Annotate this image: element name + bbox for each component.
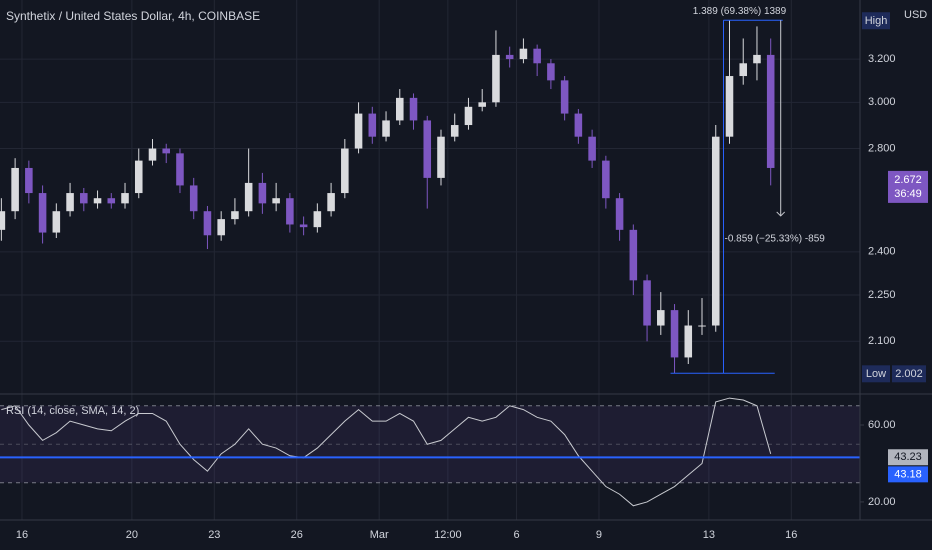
- y-tick-label: 2.250: [868, 289, 896, 301]
- rsi-sma-badge: [888, 466, 928, 483]
- x-tick-label: 16: [785, 529, 797, 541]
- measure-up-label: 1.389 (69.38%) 1389: [693, 6, 787, 17]
- candle-body: [395, 97, 404, 121]
- candle-body: [698, 325, 706, 327]
- candle-body: [66, 193, 74, 212]
- candle-body: [615, 198, 624, 230]
- candle-body: [492, 54, 500, 103]
- candle-body: [505, 54, 514, 60]
- candle-body: [162, 148, 171, 154]
- countdown: 36:49: [894, 188, 922, 200]
- candle-body: [588, 136, 596, 161]
- candle-body: [148, 148, 157, 161]
- last-price: 2.672: [894, 174, 922, 186]
- candle-body: [437, 136, 445, 178]
- x-tick-label: 9: [596, 529, 602, 541]
- candle-body: [341, 148, 349, 194]
- candle-body: [739, 63, 748, 77]
- chart-title: Synthetix / United States Dollar, 4h, CO…: [6, 9, 260, 23]
- rsi-sma: 43.18: [894, 468, 922, 480]
- candle-body: [560, 80, 569, 114]
- x-tick-label: 6: [513, 529, 519, 541]
- candle-body: [0, 211, 6, 230]
- rsi-label: RSI (14, close, SMA, 14, 2): [6, 405, 139, 417]
- low-badge: [862, 365, 890, 383]
- candle-body: [121, 193, 129, 204]
- candle-body: [38, 193, 47, 233]
- candle-body: [11, 167, 19, 212]
- x-tick-label: 13: [703, 529, 715, 541]
- measure-down-label: -0.859 (−25.33%) -859: [725, 234, 826, 245]
- candle-body: [382, 120, 390, 137]
- candle-body: [258, 182, 267, 204]
- x-tick-label: 20: [126, 529, 138, 541]
- candle-body: [643, 280, 651, 326]
- rsi-last-badge: [888, 449, 928, 466]
- candle-body: [519, 48, 528, 60]
- x-tick-label: 16: [16, 529, 28, 541]
- candle-body: [533, 48, 541, 64]
- rsi-band-fill: [0, 405, 860, 483]
- last-price-badge: [888, 170, 928, 203]
- candle-body: [80, 193, 88, 204]
- y-tick-label: 3.200: [868, 53, 896, 65]
- y-tick-label: 3.000: [868, 96, 896, 108]
- candle-body: [368, 113, 377, 137]
- candle-body: [684, 325, 693, 358]
- candle-body: [766, 54, 775, 168]
- candle-body: [629, 229, 638, 281]
- rsi-tick-label: 20.00: [868, 496, 896, 508]
- candle-body: [286, 198, 294, 225]
- candle-body: [299, 224, 308, 228]
- candle-body: [753, 54, 761, 64]
- candle-body: [25, 167, 33, 194]
- candle-body: [725, 76, 734, 137]
- candle-body: [423, 120, 432, 178]
- candle-body: [93, 198, 102, 204]
- x-tick-label: Mar: [370, 529, 389, 541]
- y-tick-label: 2.100: [868, 335, 896, 347]
- candle-body: [657, 310, 665, 326]
- candle-body: [203, 211, 212, 236]
- candle-body: [354, 113, 363, 149]
- candle-body: [134, 160, 143, 194]
- candle-body: [52, 211, 61, 233]
- rsi-tick-label: 60.00: [868, 419, 896, 431]
- candle-body: [272, 198, 280, 204]
- y-tick-label: 2.800: [868, 142, 896, 154]
- high-badge: [862, 12, 890, 30]
- candle-body: [107, 198, 116, 204]
- candle-body: [409, 97, 418, 121]
- candle-body: [217, 219, 225, 236]
- y-tick-label: 2.400: [868, 246, 896, 258]
- low-value-badge: [892, 365, 926, 383]
- candle-body: [464, 106, 473, 126]
- high-label: High: [865, 15, 888, 27]
- candle-body: [478, 102, 486, 107]
- candle-body: [244, 182, 253, 212]
- candle-body: [450, 125, 459, 137]
- candle-body: [176, 153, 184, 186]
- measure-down-arrow: [776, 211, 786, 217]
- candle-body: [189, 185, 198, 212]
- rsi-line: [1, 397, 772, 507]
- candle-body: [711, 136, 720, 326]
- candle-body: [313, 211, 322, 228]
- low-value: 2.002: [895, 368, 923, 380]
- candle-body: [327, 193, 335, 212]
- candle-body: [602, 160, 610, 199]
- x-tick-label: 12:00: [434, 529, 462, 541]
- candle-body: [547, 63, 555, 81]
- candle-body: [231, 211, 239, 220]
- candle-body: [670, 310, 679, 358]
- low-label: Low: [866, 368, 886, 380]
- x-tick-label: 23: [208, 529, 220, 541]
- currency: USD: [904, 9, 927, 21]
- rsi-last: 43.23: [894, 451, 922, 463]
- candle-body: [574, 113, 583, 137]
- x-tick-label: 26: [291, 529, 303, 541]
